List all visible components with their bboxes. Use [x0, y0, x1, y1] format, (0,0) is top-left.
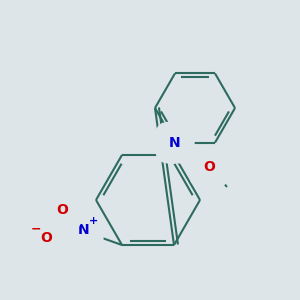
Text: O: O — [56, 203, 68, 217]
Text: −: − — [31, 223, 41, 236]
Text: +: + — [88, 216, 98, 226]
Text: N: N — [78, 223, 90, 237]
Text: N: N — [169, 136, 181, 150]
Text: O: O — [203, 160, 215, 174]
Text: O: O — [40, 231, 52, 245]
